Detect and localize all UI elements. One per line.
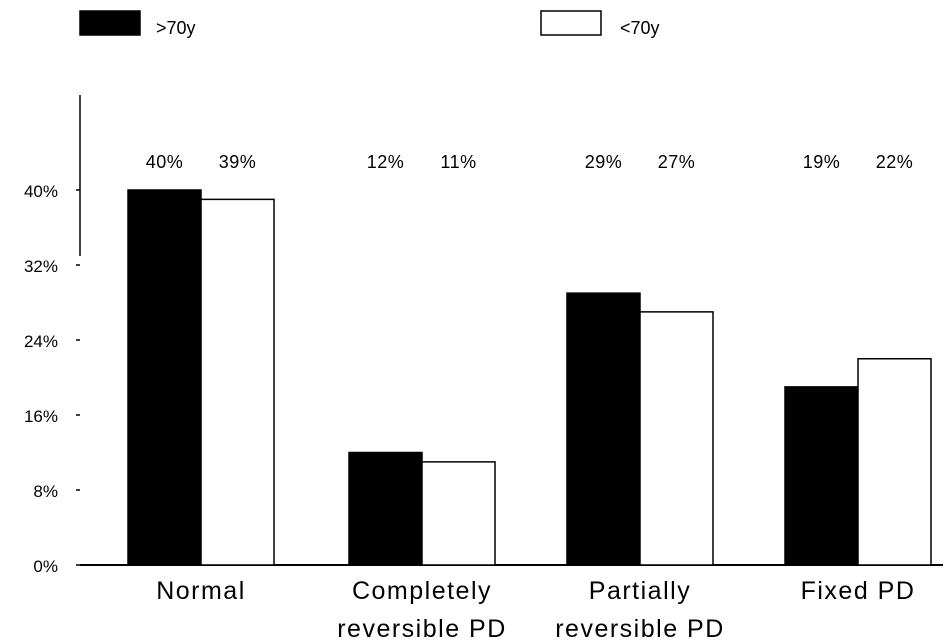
data-label: 40% bbox=[146, 152, 184, 172]
data-label: 39% bbox=[219, 152, 257, 172]
data-label: 29% bbox=[585, 152, 623, 172]
bar-under-70 bbox=[421, 461, 496, 566]
bar-under-70 bbox=[200, 198, 275, 566]
bar-under-70 bbox=[857, 358, 932, 566]
x-category-label: Fixed PD bbox=[801, 577, 916, 605]
y-tick-label: 32% bbox=[24, 257, 58, 276]
data-label: 12% bbox=[367, 152, 405, 172]
bar-over-70 bbox=[127, 189, 202, 566]
x-category-label: reversible PD bbox=[555, 615, 725, 640]
y-tick-label: 8% bbox=[33, 482, 58, 501]
x-category-label: Completely bbox=[352, 577, 492, 605]
legend-swatch-under-70 bbox=[540, 10, 602, 36]
bar-over-70 bbox=[784, 386, 859, 566]
bar-under-70 bbox=[639, 311, 714, 566]
data-label: 22% bbox=[876, 152, 914, 172]
y-tick-label: 16% bbox=[24, 407, 58, 426]
legend: >70y <70y bbox=[79, 10, 660, 38]
x-category-label: reversible PD bbox=[337, 615, 507, 640]
legend-swatch-over-70 bbox=[79, 10, 141, 36]
legend-label-under-70: <70y bbox=[620, 18, 660, 38]
y-tick-label: 0% bbox=[33, 557, 58, 576]
y-tick-label: 40% bbox=[24, 182, 58, 201]
axes: 0% 8% 16% 24% 32% 40% Normal Completely reversib… bbox=[24, 95, 943, 640]
data-label: 27% bbox=[658, 152, 696, 172]
data-label: 19% bbox=[803, 152, 841, 172]
x-category-label: Normal bbox=[156, 577, 246, 605]
legend-label-over-70: >70y bbox=[156, 18, 196, 38]
data-labels: 40% 12% 29% 19% 39% 11% 27% 22% bbox=[146, 152, 914, 172]
bar-over-70 bbox=[566, 292, 641, 566]
y-tick-label: 24% bbox=[24, 332, 58, 351]
x-category-label: Partially bbox=[589, 577, 691, 605]
bars bbox=[127, 189, 932, 566]
data-label: 11% bbox=[440, 152, 476, 172]
bar-over-70 bbox=[348, 451, 423, 566]
